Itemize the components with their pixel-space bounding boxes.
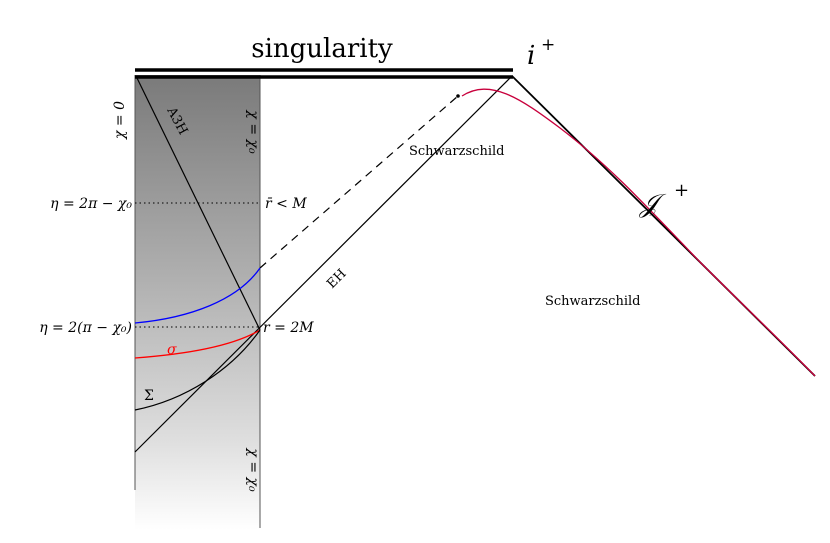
i-plus-superscript: + — [541, 35, 555, 55]
shell-endpoint-dot — [456, 94, 460, 98]
shell-trajectory-curve — [461, 88, 816, 377]
schwarzschild-upper-label: Schwarzschild — [409, 144, 504, 159]
rbar-lt-m-label: r̄ < M — [265, 196, 307, 212]
r-eq-2m-label: r = 2M — [263, 320, 314, 336]
sigma-label: σ — [167, 342, 177, 358]
eta-top-label: η = 2π − χ₀ — [50, 196, 132, 212]
singularity-label: singularity — [251, 34, 393, 64]
Sigma-label: Σ — [144, 388, 154, 404]
a3h-line — [136, 77, 261, 331]
chi-zero-label: χ = 0 — [112, 101, 128, 140]
blue-slice-curve — [134, 267, 261, 324]
schwarzschild-lower-label: Schwarzschild — [545, 294, 640, 309]
shell-dashed-line — [259, 95, 459, 269]
scri-plus-label: 𝒥 — [638, 189, 667, 219]
eta-bottom-label: η = 2(π − χ₀) — [39, 320, 132, 336]
i-plus-label: i — [527, 41, 535, 71]
interior-shaded-band — [135, 75, 260, 530]
chi-chi0-top-label: χ = χ₀ — [245, 109, 261, 154]
Sigma-slice-curve — [134, 329, 261, 411]
sigma-slice-curve — [134, 329, 261, 359]
eh-label: EH — [324, 266, 349, 291]
chi-chi0-bottom-label: χ = χ₀ — [245, 447, 261, 492]
scri-plus-superscript: + — [674, 180, 689, 201]
event-horizon-line — [134, 77, 511, 453]
